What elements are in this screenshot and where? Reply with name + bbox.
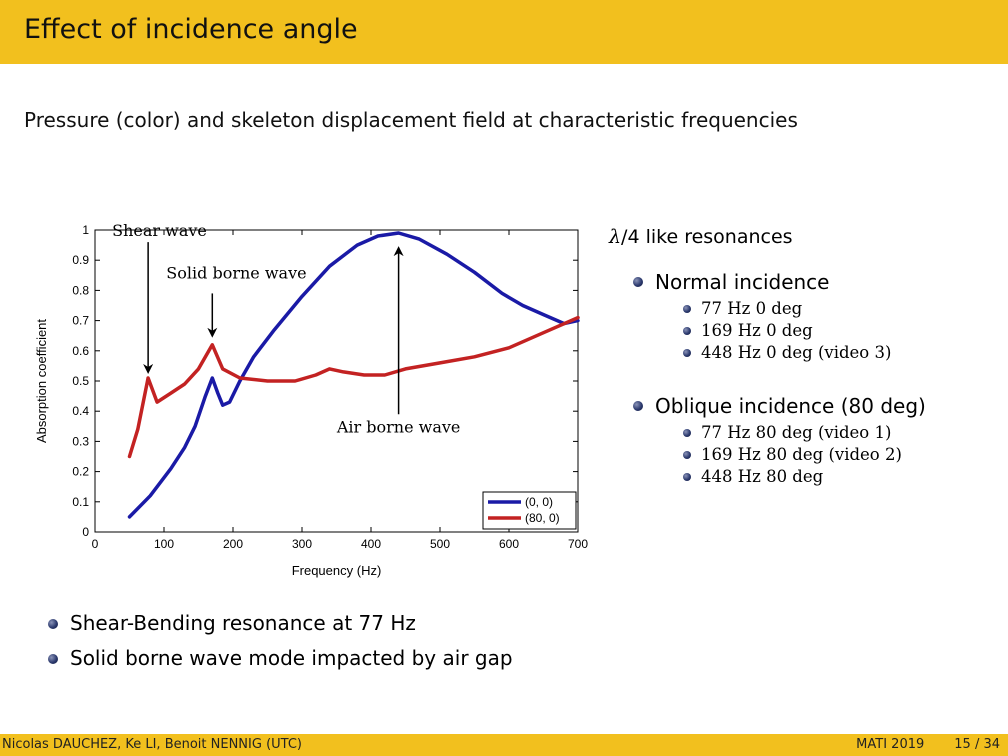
- list-item: 169 Hz 0 deg: [683, 320, 891, 342]
- x-tick-label: 0: [92, 537, 99, 551]
- x-tick-label: 100: [154, 537, 174, 551]
- list-item: 77 Hz 80 deg (video 1): [683, 422, 926, 444]
- slide-title: Effect of incidence angle: [24, 14, 358, 45]
- y-tick-label: 0.2: [72, 465, 89, 479]
- list-item-text: Shear-Bending resonance at 77 Hz: [70, 611, 416, 635]
- list-item: 448 Hz 80 deg: [683, 466, 926, 488]
- lambda-symbol: λ: [609, 226, 622, 248]
- y-tick-label: 1: [82, 223, 89, 237]
- legend-label: (0, 0): [525, 495, 553, 509]
- legend-box: [482, 491, 577, 530]
- normal-incidence-group: Normal incidence 77 Hz 0 deg 169 Hz 0 de…: [633, 270, 891, 364]
- group-title: Oblique incidence (80 deg): [633, 394, 926, 418]
- x-tick-label: 300: [292, 537, 312, 551]
- y-tick-label: 0: [82, 525, 89, 539]
- list-item-text: 77 Hz 80 deg (video 1): [701, 423, 892, 442]
- bullet-icon: [683, 451, 691, 459]
- y-tick-label: 0.8: [72, 283, 89, 297]
- y-tick-label: 0.4: [72, 404, 89, 418]
- bullet-icon: [683, 473, 691, 481]
- legend-label: (80, 0): [525, 511, 560, 525]
- list-item-text: Solid borne wave mode impacted by air ga…: [70, 646, 513, 670]
- bullet-icon: [48, 654, 58, 664]
- footer-right: MATI 2019 15 / 34: [826, 737, 1000, 752]
- oblique-incidence-group: Oblique incidence (80 deg) 77 Hz 80 deg …: [633, 394, 926, 488]
- y-tick-label: 0.7: [72, 314, 89, 328]
- annotation-label: Solid borne wave: [166, 263, 306, 282]
- list-item-text: 169 Hz 0 deg: [701, 321, 813, 340]
- slide-subtitle: Pressure (color) and skeleton displaceme…: [24, 108, 798, 132]
- bullet-icon: [48, 619, 58, 629]
- series-line-2: [127, 315, 580, 459]
- x-tick-label: 700: [568, 537, 588, 551]
- bullet-icon: [683, 327, 691, 335]
- footer-authors: Nicolas DAUCHEZ, Ke LI, Benoit NENNIG (U…: [2, 737, 302, 752]
- group-title: Normal incidence: [633, 270, 891, 294]
- y-tick-label: 0.3: [72, 434, 89, 448]
- annotation-label: Air borne wave: [336, 417, 461, 436]
- list-item: 448 Hz 0 deg (video 3): [683, 342, 891, 364]
- bullet-icon: [633, 277, 643, 287]
- series-line-1: [127, 231, 580, 519]
- title-bar: Effect of incidence angle: [0, 0, 1008, 64]
- list-item-text: 169 Hz 80 deg (video 2): [701, 445, 902, 464]
- list-item: 169 Hz 80 deg (video 2): [683, 444, 926, 466]
- list-item: Shear-Bending resonance at 77 Hz: [48, 606, 513, 641]
- annotation-label: Shear wave: [112, 221, 207, 240]
- list-item-text: 448 Hz 80 deg: [701, 467, 824, 486]
- bullet-icon: [683, 305, 691, 313]
- x-axis-label: Frequency (Hz): [292, 563, 382, 578]
- list-item-text: 448 Hz 0 deg (video 3): [701, 343, 892, 362]
- y-tick-label: 0.1: [72, 495, 89, 509]
- x-tick-label: 500: [430, 537, 450, 551]
- footer-bar: Nicolas DAUCHEZ, Ke LI, Benoit NENNIG (U…: [0, 734, 1008, 756]
- bullet-icon: [683, 429, 691, 437]
- bottom-bullet-list: Shear-Bending resonance at 77 Hz Solid b…: [48, 606, 513, 676]
- x-tick-label: 600: [499, 537, 519, 551]
- footer-page-number: 15 / 34: [954, 737, 1000, 752]
- y-tick-label: 0.5: [72, 374, 89, 388]
- list-item-text: 77 Hz 0 deg: [701, 299, 803, 318]
- bullet-icon: [633, 401, 643, 411]
- resonance-heading-text: /4 like resonances: [621, 226, 793, 248]
- list-item: 77 Hz 0 deg: [683, 298, 891, 320]
- bullet-icon: [683, 349, 691, 357]
- y-tick-label: 0.6: [72, 344, 89, 358]
- list-item: Solid borne wave mode impacted by air ga…: [48, 641, 513, 676]
- x-tick-label: 200: [223, 537, 243, 551]
- y-tick-label: 0.9: [72, 253, 89, 267]
- group-title-text: Normal incidence: [655, 270, 830, 294]
- footer-conference: MATI 2019: [856, 737, 925, 752]
- y-axis-label: Absorption coefficient: [34, 319, 49, 443]
- resonance-heading: λ/4 like resonances: [609, 226, 793, 248]
- x-tick-label: 400: [361, 537, 381, 551]
- group-title-text: Oblique incidence (80 deg): [655, 394, 926, 418]
